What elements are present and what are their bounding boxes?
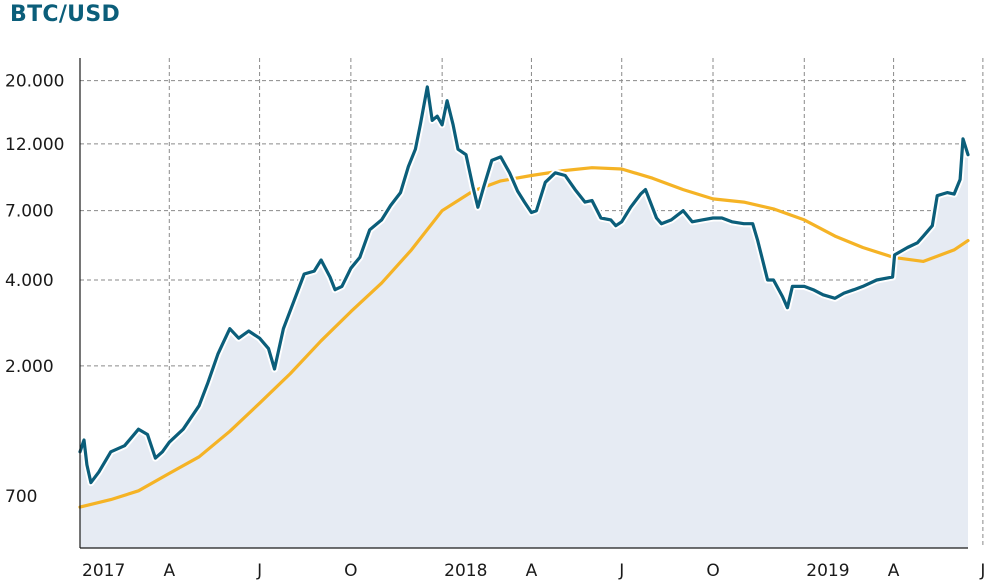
- x-tick-label: 2018: [444, 561, 487, 581]
- y-tick-label: 2.000: [5, 357, 54, 377]
- y-tick-label: 20.000: [5, 72, 64, 92]
- y-tick-label: 700: [5, 487, 37, 507]
- axes: [79, 58, 968, 549]
- y-tick-label: 4.000: [5, 271, 54, 291]
- series-lines: [76, 83, 972, 509]
- x-tick-label: A: [526, 561, 538, 581]
- x-tick-label: J: [256, 561, 262, 581]
- x-tick-label: J: [618, 561, 624, 581]
- chart-title: BTC/USD: [10, 2, 121, 27]
- y-tick-label: 12.000: [5, 135, 64, 155]
- price-area: [80, 86, 968, 549]
- x-tick-label: J: [979, 561, 985, 581]
- x-tick-label: 2019: [806, 561, 849, 581]
- moving-average-line: [78, 166, 970, 509]
- price-line: [78, 85, 970, 485]
- x-tick-label: O: [706, 561, 719, 581]
- price-area-fill: [80, 86, 968, 549]
- y-tick-label: 7.000: [5, 202, 54, 222]
- x-tick-label: A: [888, 561, 900, 581]
- tick-labels: 700 2.000 4.000 7.000 12.000 20.000 2017 A J O 201…: [5, 72, 985, 581]
- x-tick-label: O: [344, 561, 357, 581]
- x-tick-label: 2017: [82, 561, 125, 581]
- x-tick-label: A: [163, 561, 175, 581]
